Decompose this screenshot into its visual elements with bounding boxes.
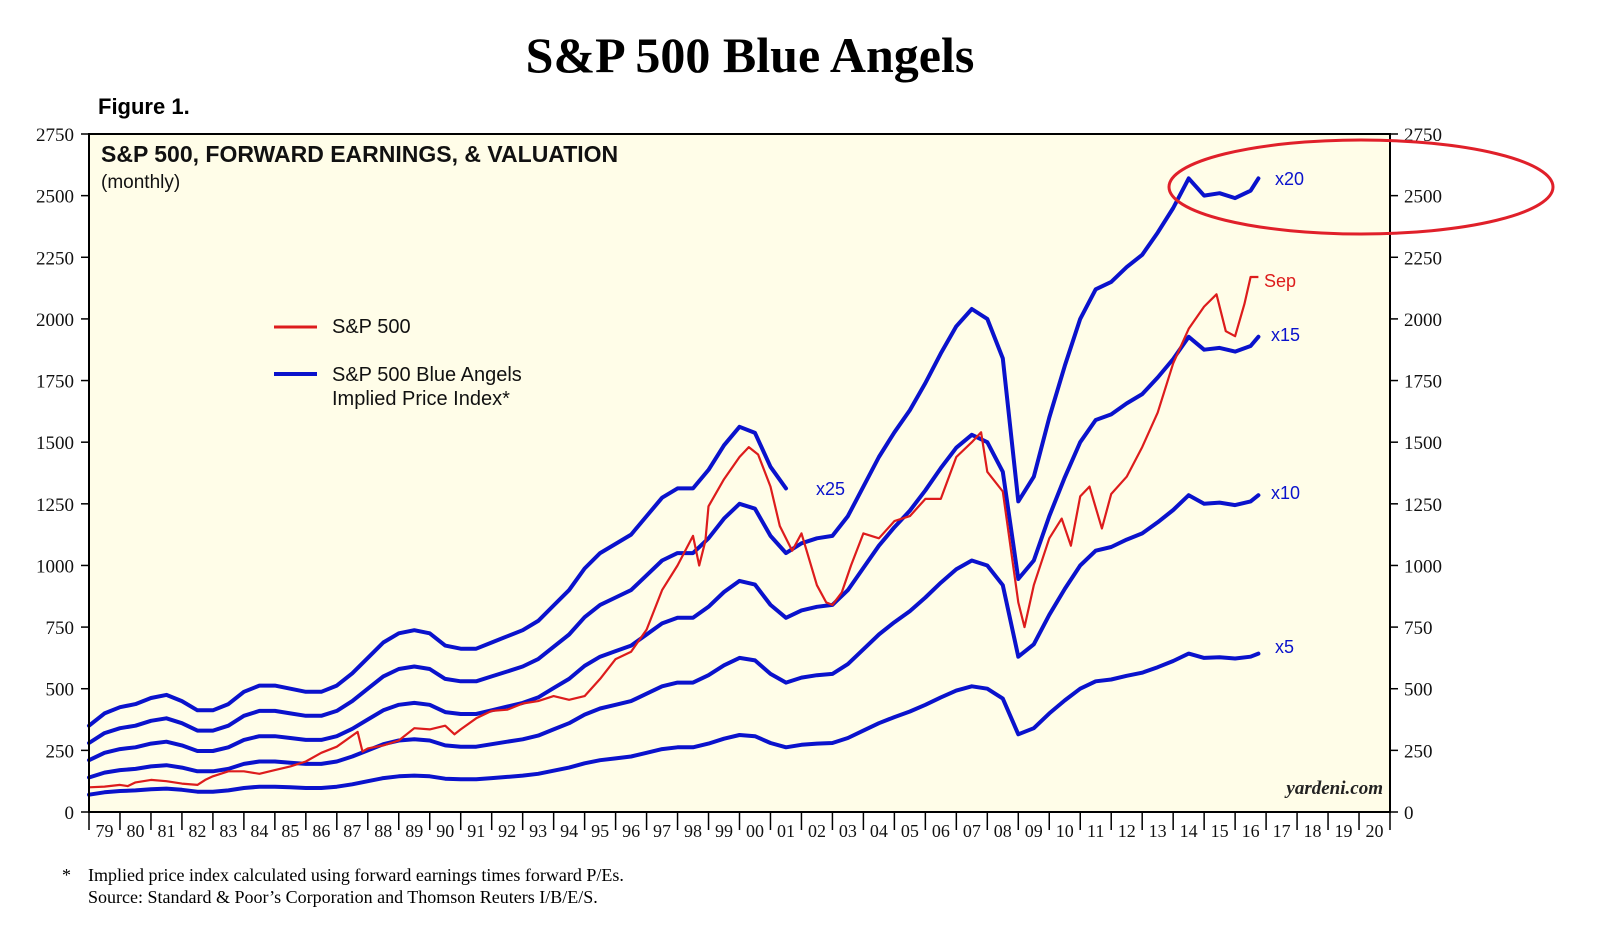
y-tick-label-right: 1500 (1404, 433, 1442, 454)
y-tick-label-right: 500 (1404, 680, 1433, 701)
y-tick-label-left: 500 (46, 680, 75, 701)
x-tick-label: 99 (715, 821, 733, 841)
y-tick-label-left: 1500 (36, 433, 74, 454)
x-tick-label: 00 (746, 821, 764, 841)
y-tick-label-left: 2000 (36, 310, 74, 331)
y-tick-label-left: 750 (46, 618, 75, 639)
x-tick-label: 11 (1087, 821, 1104, 841)
y-tick-label-left: 0 (65, 803, 75, 824)
watermark: yardeni.com (1284, 778, 1383, 799)
x-tick-label: 14 (1180, 821, 1198, 841)
legend-price-label: S&P 500 (332, 316, 411, 338)
x-tick-label: 91 (467, 821, 485, 841)
x-tick-label: 94 (560, 821, 578, 841)
highlight-ellipse (1167, 138, 1555, 236)
x-tick-label: 17 (1273, 821, 1291, 841)
x-tick-label: 92 (498, 821, 516, 841)
y-tick-label-right: 1750 (1404, 372, 1442, 393)
x-tick-label: 90 (436, 821, 454, 841)
x-tick-label: 12 (1118, 821, 1136, 841)
y-tick-label-right: 250 (1404, 741, 1433, 762)
x-tick-label: 82 (188, 821, 206, 841)
x-tick-label: 19 (1335, 821, 1353, 841)
legend-implied-label-2: Implied Price Index* (332, 388, 510, 410)
annotation-sep: Sep (1264, 271, 1296, 291)
figure-label: Figure 1. (98, 94, 190, 119)
y-tick-label-right: 1250 (1404, 495, 1442, 516)
y-tick-label-left: 1750 (36, 372, 74, 393)
x-tick-label: 09 (1025, 821, 1043, 841)
implied-price-x15-line (87, 334, 1261, 763)
sp500-price-line (88, 275, 1259, 789)
implied-price-x25-line (87, 424, 788, 728)
x-tick-label: 05 (901, 821, 919, 841)
x-tick-label: 20 (1366, 821, 1384, 841)
x-tick-label: 80 (126, 821, 144, 841)
plot-area (89, 134, 1390, 812)
x-tick-label: 04 (870, 821, 888, 841)
x-tick-label: 18 (1304, 821, 1322, 841)
x-tick-label: 96 (622, 821, 640, 841)
y-tick-label-right: 2000 (1404, 310, 1442, 331)
annotation-x10: x10 (1271, 483, 1300, 503)
annotation-x20: x20 (1275, 169, 1304, 189)
x-tick-label: 01 (777, 821, 795, 841)
x-tick-label: 81 (157, 821, 175, 841)
footnote-star: * (62, 865, 71, 885)
y-tick-label-left: 1250 (36, 495, 74, 516)
chart-subtitle: (monthly) (101, 172, 180, 193)
x-tick-label: 03 (839, 821, 857, 841)
x-tick-label: 02 (808, 821, 826, 841)
x-tick-label: 84 (250, 821, 268, 841)
y-tick-label-right: 2500 (1404, 187, 1442, 208)
y-tick-label-right: 2250 (1404, 248, 1442, 269)
x-tick-label: 07 (963, 821, 981, 841)
y-tick-label-left: 250 (46, 741, 75, 762)
footnote-line-1: Implied price index calculated using for… (88, 865, 624, 885)
x-tick-label: 98 (684, 821, 702, 841)
x-tick-label: 95 (591, 821, 609, 841)
x-tick-label: 97 (653, 821, 671, 841)
footnote-line-2: Source: Standard & Poor’s Corporation an… (88, 887, 598, 907)
y-tick-label-right: 1000 (1404, 556, 1442, 577)
x-tick-label: 88 (374, 821, 392, 841)
y-tick-label-right: 750 (1404, 618, 1433, 639)
x-tick-label: 89 (405, 821, 423, 841)
annotation-x15: x15 (1271, 325, 1300, 345)
implied-price-x10-line (87, 493, 1261, 780)
y-tick-label-left: 2750 (36, 125, 74, 146)
y-tick-label-left: 1000 (36, 556, 74, 577)
x-tick-label: 86 (312, 821, 330, 841)
x-tick-label: 16 (1242, 821, 1260, 841)
annotation-x5: x5 (1275, 637, 1294, 657)
x-tick-label: 93 (529, 821, 547, 841)
x-tick-label: 15 (1211, 821, 1229, 841)
implied-price-x20-line (87, 176, 1261, 745)
y-tick-label-left: 2250 (36, 248, 74, 269)
implied-price-x5-line (87, 651, 1261, 797)
annotation-x25: x25 (816, 479, 845, 499)
main-title: S&P 500 Blue Angels (525, 27, 975, 83)
x-tick-label: 10 (1056, 821, 1074, 841)
legend-implied-label: S&P 500 Blue Angels (332, 364, 522, 386)
x-tick-label: 87 (343, 821, 361, 841)
chart-title: S&P 500, FORWARD EARNINGS, & VALUATION (101, 141, 618, 167)
x-tick-label: 13 (1149, 821, 1167, 841)
x-tick-label: 79 (95, 821, 113, 841)
x-tick-label: 85 (281, 821, 299, 841)
x-tick-label: 08 (994, 821, 1012, 841)
x-tick-label: 83 (219, 821, 237, 841)
footnote: * Implied price index calculated using fo… (62, 864, 624, 908)
y-tick-label-left: 2500 (36, 187, 74, 208)
x-tick-label: 06 (932, 821, 950, 841)
y-tick-label-right: 0 (1404, 803, 1414, 824)
